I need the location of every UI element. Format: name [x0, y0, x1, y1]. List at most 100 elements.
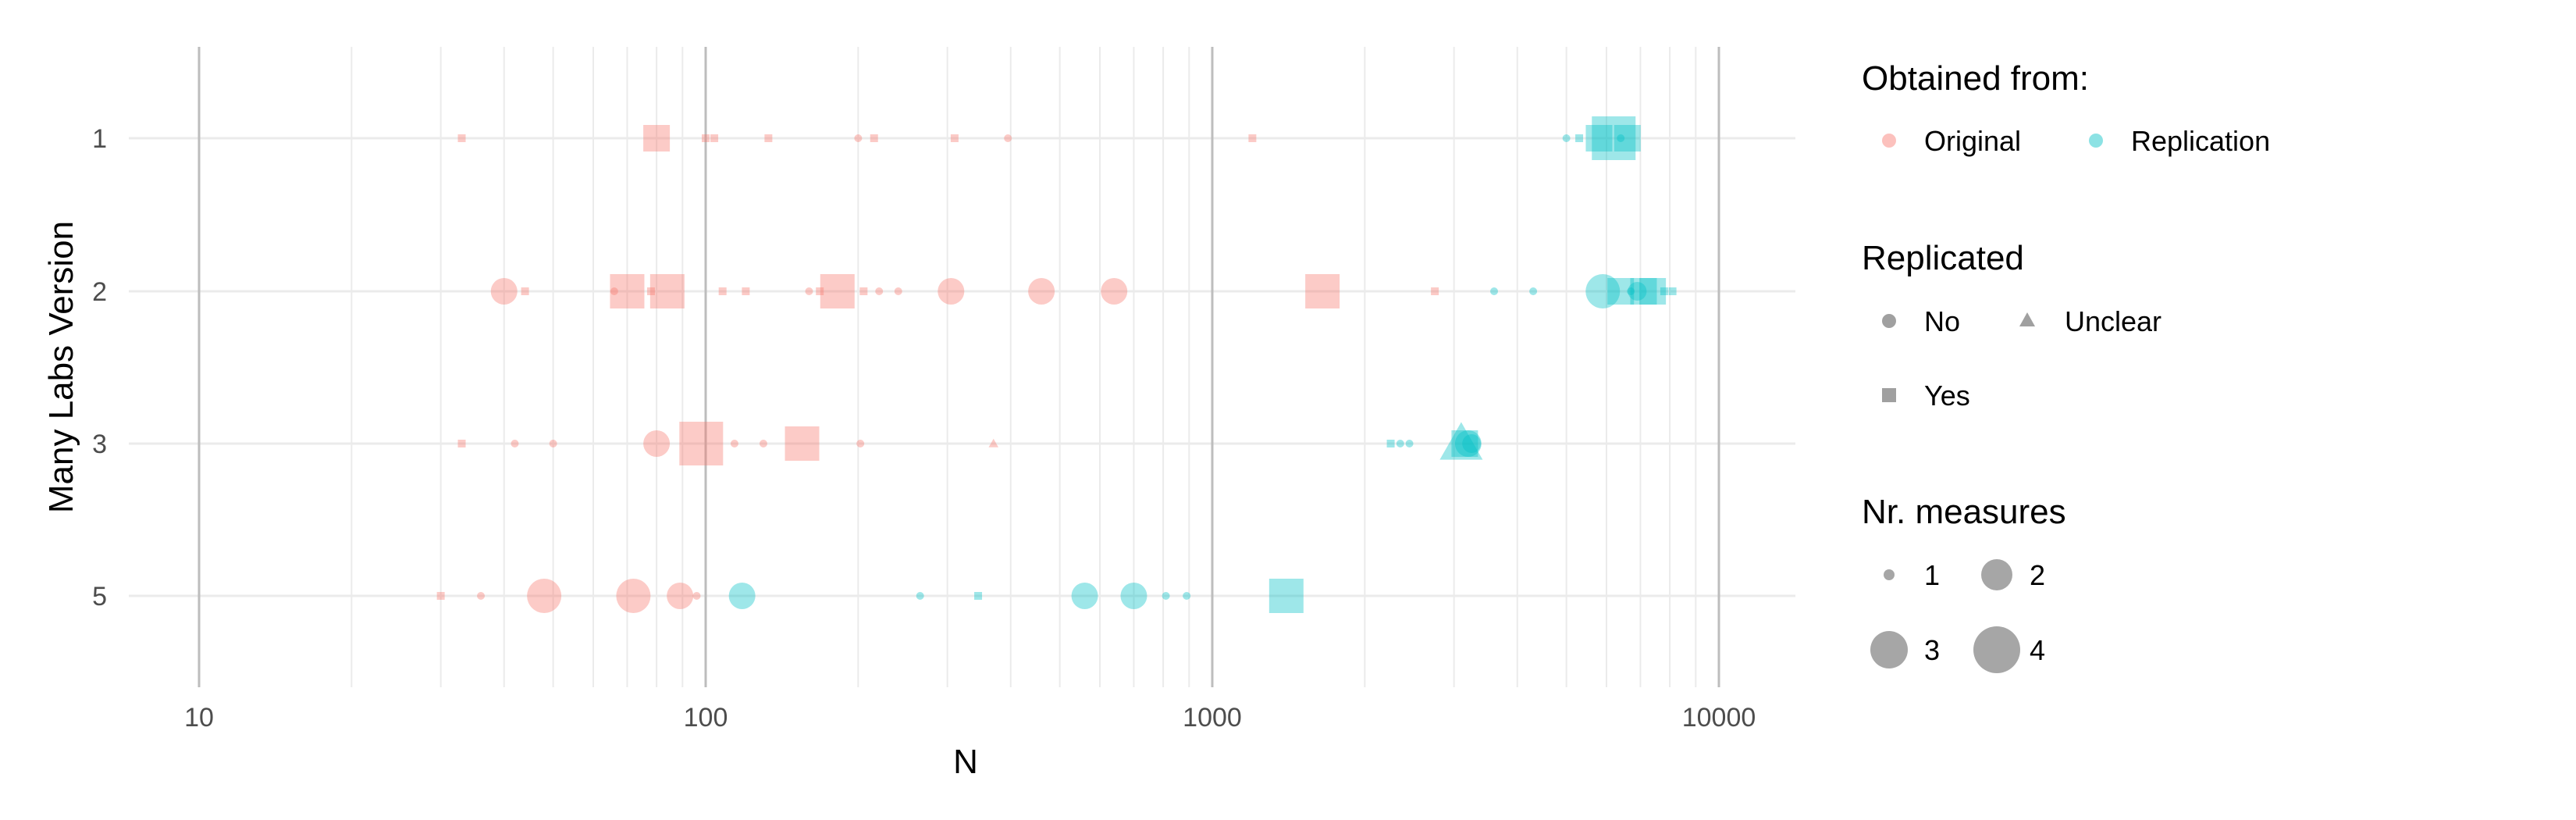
data-point-original [511, 440, 519, 447]
legend-swatch-replication [2089, 134, 2103, 148]
data-point-original [950, 134, 959, 142]
x-tick-label: 10 [184, 703, 214, 733]
data-point-original [742, 287, 750, 295]
data-point-original [649, 274, 685, 308]
data-point-replication [1627, 287, 1635, 295]
major-gridlines [197, 47, 1720, 687]
data-point-replication [1628, 282, 1647, 301]
legend-label-size-1: 1 [1924, 559, 1940, 591]
data-point-original [527, 579, 562, 613]
legend-shape-no-icon [1882, 314, 1896, 328]
data-point-replication [1162, 592, 1170, 600]
data-point-original [646, 287, 655, 295]
data-point-replication [1183, 592, 1191, 600]
y-axis-ticks: 1 2 3 5 [92, 124, 107, 611]
data-points [436, 116, 1677, 613]
x-tick-label: 100 [684, 703, 728, 733]
legend-shape-title: Replicated [1862, 239, 2024, 277]
data-point-original [816, 287, 824, 295]
data-point-original [938, 278, 965, 305]
data-point-original [490, 278, 518, 305]
legend-size-2-icon [1981, 559, 2012, 590]
data-point-original [718, 287, 727, 295]
data-point-replication [1630, 278, 1657, 305]
data-point-original [610, 274, 645, 308]
data-point-original [875, 287, 884, 295]
data-point-original [1305, 274, 1340, 308]
data-point-original [785, 426, 820, 461]
legend-label-size-3: 3 [1924, 634, 1940, 666]
data-point-replication [728, 583, 756, 609]
data-point-original [643, 430, 671, 457]
data-point-original [710, 134, 719, 142]
data-point-original [764, 134, 773, 142]
data-point-replication [1529, 287, 1538, 295]
data-point-replication [1120, 583, 1147, 609]
x-axis-title: N [953, 743, 978, 781]
data-point-replication [1668, 287, 1677, 295]
y-tick-label: 3 [92, 430, 107, 459]
data-point-original [870, 134, 878, 142]
legend-size-3-icon [1870, 631, 1908, 668]
data-point-replication [1386, 440, 1395, 447]
legend-shape-unclear-icon [2019, 312, 2035, 326]
data-point-original [894, 287, 902, 295]
data-point-replication [916, 592, 924, 600]
legend-size-1-icon [1884, 569, 1895, 580]
data-point-original [616, 579, 651, 613]
data-point-original [457, 134, 466, 142]
data-point-replication [1639, 278, 1667, 305]
data-point-replication [1071, 583, 1098, 609]
data-point-original [1248, 134, 1257, 142]
x-tick-label: 10000 [1682, 703, 1756, 733]
data-point-original [549, 440, 557, 447]
data-point-original [820, 274, 855, 308]
data-point-original [643, 125, 671, 152]
data-point-replication [1405, 440, 1414, 447]
data-point-original [477, 592, 486, 600]
data-point-replication [1439, 422, 1483, 460]
x-tick-label: 1000 [1183, 703, 1242, 733]
data-point-original [457, 440, 466, 447]
minor-gridlines [129, 47, 1795, 687]
data-point-original [436, 592, 445, 600]
legend-label-original: Original [1924, 125, 2021, 157]
data-point-replication [1575, 134, 1584, 142]
legend-label-yes: Yes [1924, 380, 1970, 412]
data-point-original [859, 287, 868, 295]
data-point-original [759, 440, 767, 447]
data-point-original [1004, 134, 1012, 142]
data-point-replication [974, 592, 983, 600]
data-point-replication [1617, 134, 1625, 142]
data-point-original [805, 287, 813, 295]
data-point-replication [1660, 287, 1668, 295]
data-point-original [1431, 287, 1439, 295]
data-point-replication [1462, 434, 1482, 453]
data-point-replication [1585, 274, 1621, 308]
data-point-replication [1396, 440, 1404, 447]
data-point-original [521, 287, 529, 295]
legend-swatch-original [1882, 134, 1896, 148]
data-point-replication [1614, 125, 1641, 152]
x-axis-ticks: 10 100 1000 10000 [184, 703, 1756, 733]
y-tick-label: 1 [92, 124, 107, 154]
y-axis-title: Many Labs Version [42, 221, 80, 513]
data-point-replication [1451, 430, 1478, 457]
data-point-replication [1607, 278, 1635, 305]
data-point-replication [1592, 116, 1636, 160]
legend-label-size-4: 4 [2030, 634, 2045, 666]
data-point-original [988, 438, 999, 447]
data-point-replication [1454, 430, 1482, 457]
data-point-original [854, 134, 863, 142]
y-tick-label: 5 [92, 582, 107, 611]
data-point-replication [1490, 287, 1499, 295]
data-point-original [1101, 278, 1128, 305]
legend-label-unclear: Unclear [2065, 305, 2161, 337]
legend-label-no: No [1924, 305, 1960, 337]
data-point-original [856, 440, 865, 447]
data-point-original [610, 287, 618, 295]
data-point-original [1028, 278, 1055, 305]
y-tick-label: 2 [92, 277, 107, 307]
data-point-replication [1585, 125, 1613, 152]
